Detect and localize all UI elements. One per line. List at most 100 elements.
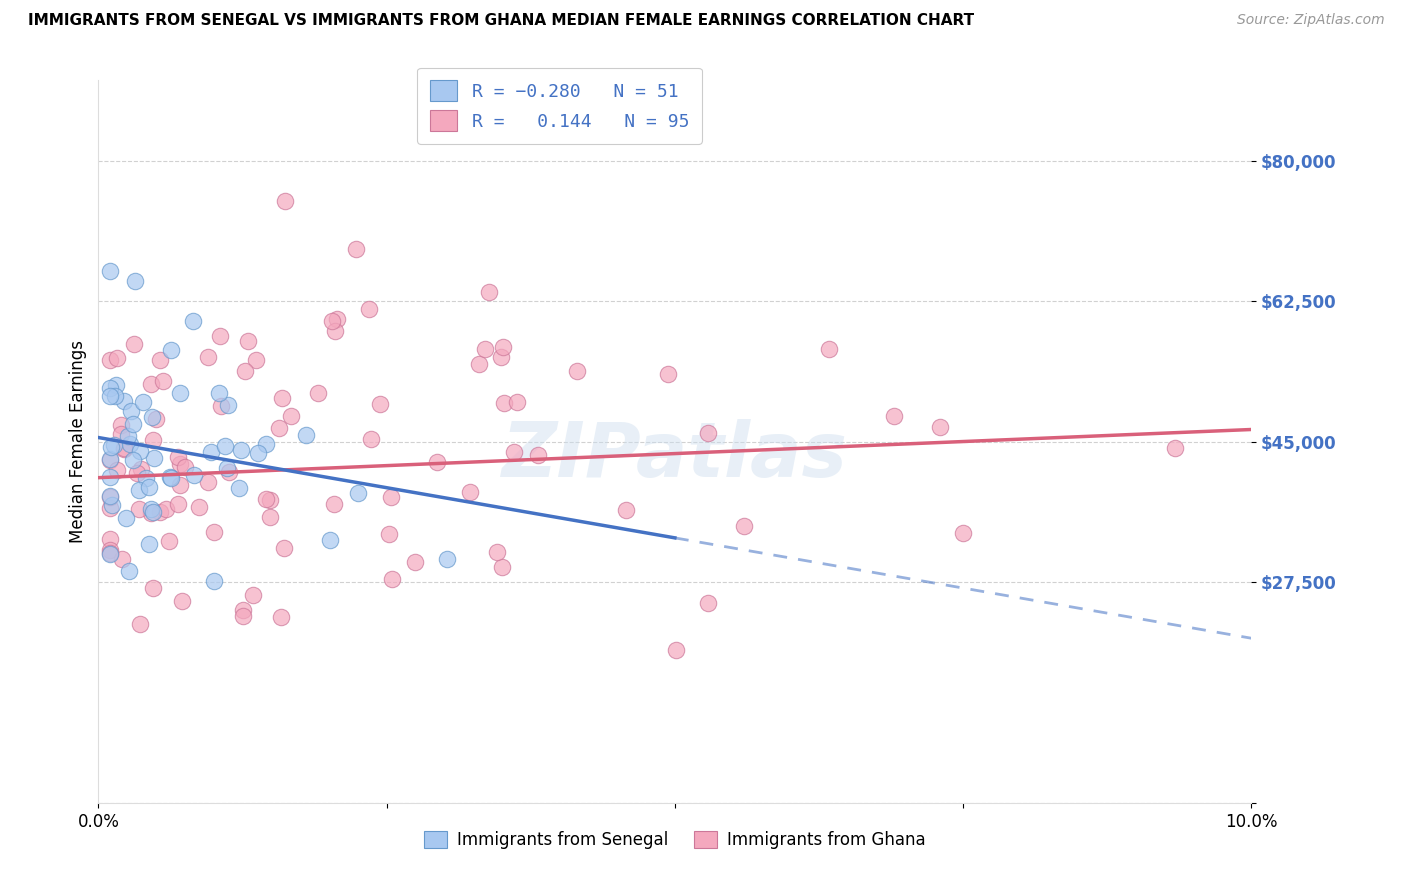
Point	[254, 437, 277, 451]
Point	[117, 429, 139, 443]
Point	[138, 537, 160, 551]
Point	[167, 497, 190, 511]
Point	[697, 425, 720, 440]
Point	[567, 364, 589, 378]
Point	[110, 426, 132, 441]
Point	[492, 340, 515, 354]
Point	[98, 389, 121, 403]
Point	[267, 421, 290, 435]
Point	[152, 374, 174, 388]
Point	[142, 581, 165, 595]
Point	[697, 596, 720, 610]
Point	[98, 381, 121, 395]
Point	[197, 475, 219, 490]
Point	[527, 449, 550, 463]
Point	[169, 477, 191, 491]
Point	[142, 505, 165, 519]
Point	[657, 368, 679, 382]
Point	[321, 314, 343, 328]
Point	[112, 442, 135, 456]
Point	[124, 274, 146, 288]
Text: ZIPatlas: ZIPatlas	[502, 419, 848, 493]
Point	[142, 451, 165, 466]
Point	[231, 443, 253, 458]
Point	[215, 461, 238, 475]
Point	[122, 417, 145, 431]
Point	[280, 409, 302, 423]
Point	[486, 545, 509, 559]
Point	[733, 519, 755, 533]
Point	[271, 392, 294, 406]
Point	[98, 532, 121, 546]
Point	[489, 350, 512, 364]
Point	[98, 470, 121, 484]
Point	[138, 480, 160, 494]
Text: IMMIGRANTS FROM SENEGAL VS IMMIGRANTS FROM GHANA MEDIAN FEMALE EARNINGS CORRELAT: IMMIGRANTS FROM SENEGAL VS IMMIGRANTS FR…	[28, 13, 974, 29]
Point	[104, 389, 127, 403]
Point	[167, 450, 190, 464]
Point	[128, 616, 150, 631]
Point	[159, 470, 181, 484]
Point	[307, 386, 329, 401]
Point	[245, 352, 267, 367]
Point	[214, 439, 236, 453]
Point	[614, 503, 637, 517]
Point	[404, 555, 426, 569]
Point	[149, 504, 172, 518]
Point	[202, 574, 225, 589]
Point	[188, 500, 211, 514]
Point	[142, 433, 165, 447]
Point	[149, 353, 172, 368]
Point	[170, 594, 193, 608]
Point	[295, 428, 318, 442]
Point	[173, 459, 195, 474]
Point	[818, 343, 841, 357]
Point	[181, 314, 204, 328]
Point	[169, 457, 191, 471]
Point	[323, 325, 346, 339]
Point	[494, 396, 516, 410]
Point	[468, 357, 491, 371]
Point	[359, 301, 381, 316]
Point	[110, 418, 132, 433]
Point	[346, 486, 368, 500]
Point	[118, 564, 141, 578]
Point	[204, 524, 226, 539]
Point	[209, 328, 232, 343]
Point	[368, 397, 391, 411]
Point	[270, 610, 292, 624]
Point	[105, 378, 128, 392]
Point	[183, 468, 205, 483]
Y-axis label: Median Female Earnings: Median Female Earnings	[69, 340, 87, 543]
Point	[128, 501, 150, 516]
Point	[381, 572, 404, 586]
Point	[129, 462, 152, 476]
Point	[665, 642, 688, 657]
Point	[242, 588, 264, 602]
Point	[254, 491, 277, 506]
Point	[1164, 442, 1187, 456]
Point	[98, 501, 121, 516]
Point	[120, 404, 142, 418]
Point	[506, 394, 529, 409]
Point	[436, 551, 458, 566]
Point	[217, 398, 239, 412]
Point	[125, 466, 148, 480]
Point	[139, 502, 162, 516]
Legend: Immigrants from Senegal, Immigrants from Ghana: Immigrants from Senegal, Immigrants from…	[418, 824, 932, 856]
Point	[274, 194, 297, 208]
Point	[160, 471, 183, 485]
Point	[360, 432, 382, 446]
Point	[105, 351, 128, 366]
Point	[491, 560, 513, 574]
Point	[98, 352, 121, 367]
Point	[502, 445, 524, 459]
Point	[233, 363, 256, 377]
Point	[209, 399, 232, 413]
Point	[145, 411, 167, 425]
Point	[135, 470, 157, 484]
Point	[141, 506, 163, 520]
Point	[132, 395, 155, 409]
Point	[98, 547, 121, 561]
Point	[112, 442, 135, 456]
